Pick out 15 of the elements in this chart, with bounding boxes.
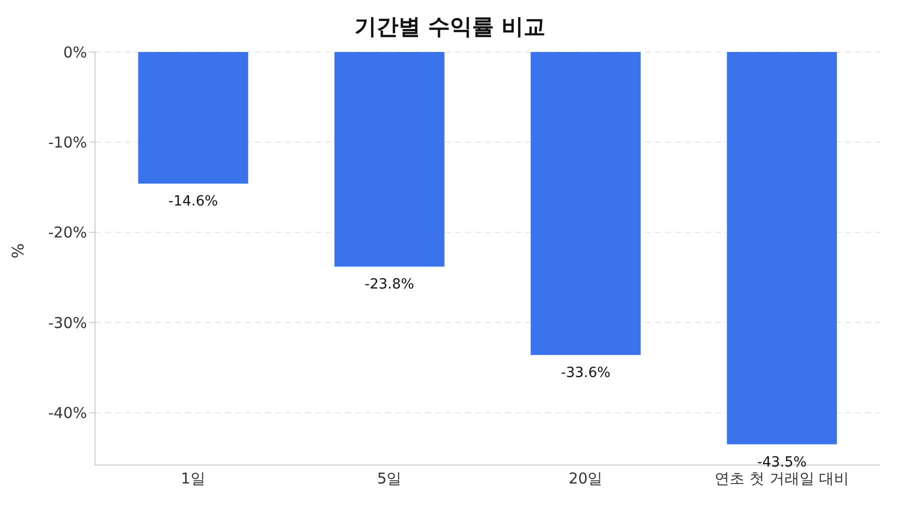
y-tick-label: -30%: [48, 314, 87, 332]
y-tick-label: 0%: [63, 43, 87, 62]
data-label: -43.5%: [757, 454, 807, 470]
y-tick-label: -20%: [48, 224, 87, 242]
y-tick-label: -10%: [48, 134, 87, 152]
data-label: -33.6%: [560, 364, 610, 381]
chart-title: 기간별 수익률 비교: [353, 14, 547, 42]
x-tick-label: 5일: [377, 470, 402, 488]
y-axis-title: %: [8, 243, 28, 258]
data-label: -23.8%: [364, 276, 414, 293]
x-tick-label: 1일: [180, 470, 206, 488]
x-tick-label: 20일: [568, 470, 603, 488]
x-tick-label: 연초 첫 거래일 대비: [714, 470, 850, 488]
data-label: -14.6%: [168, 194, 218, 210]
y-tick-label: -40%: [48, 404, 87, 422]
